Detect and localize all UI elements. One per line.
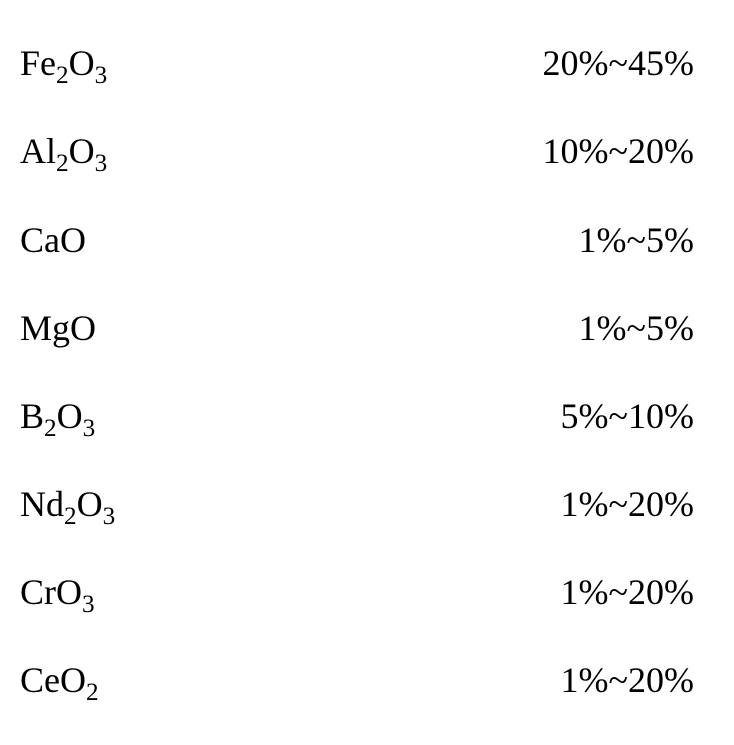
table-row: Al2O3 10%~20%: [20, 108, 694, 196]
value-cell: 1%~20%: [280, 637, 694, 725]
table-row: CaO 1%~5%: [20, 196, 694, 284]
value-cell: 10%~20%: [280, 108, 694, 196]
value-cell: 1%~20%: [280, 549, 694, 637]
value-cell: 20%~45%: [280, 20, 694, 108]
table-row: MgO 1%~5%: [20, 284, 694, 372]
value-cell: 1%~5%: [280, 284, 694, 372]
value-cell: 1%~5%: [280, 196, 694, 284]
formula-cell: CaO: [20, 196, 280, 284]
composition-page: Fe2O3 20%~45% Al2O3 10%~20% CaO 1%~5% Mg…: [0, 0, 734, 745]
table-row: Fe2O3 20%~45%: [20, 20, 694, 108]
formula-cell: Al2O3: [20, 108, 280, 196]
composition-table: Fe2O3 20%~45% Al2O3 10%~20% CaO 1%~5% Mg…: [20, 20, 694, 725]
table-row: B2O3 5%~10%: [20, 373, 694, 461]
formula-cell: MgO: [20, 284, 280, 372]
table-row: CeO2 1%~20%: [20, 637, 694, 725]
table-row: Nd2O3 1%~20%: [20, 461, 694, 549]
formula-cell: Fe2O3: [20, 20, 280, 108]
formula-cell: Nd2O3: [20, 461, 280, 549]
formula-cell: CrO3: [20, 549, 280, 637]
formula-cell: CeO2: [20, 637, 280, 725]
formula-cell: B2O3: [20, 373, 280, 461]
value-cell: 5%~10%: [280, 373, 694, 461]
value-cell: 1%~20%: [280, 461, 694, 549]
table-row: CrO3 1%~20%: [20, 549, 694, 637]
